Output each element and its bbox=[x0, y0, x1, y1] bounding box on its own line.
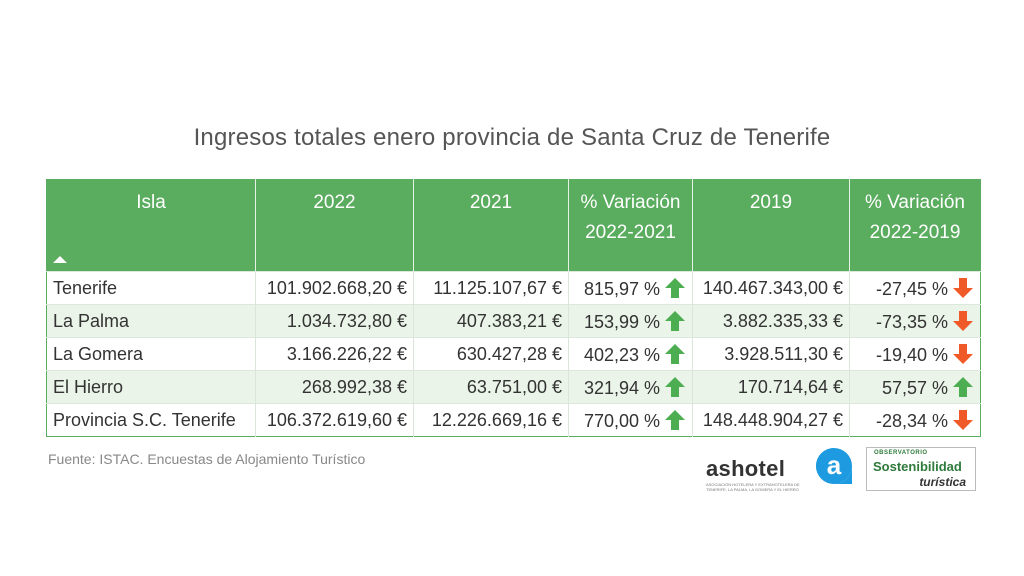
table-row: Provincia S.C. Tenerife 106.372.619,60 €1… bbox=[46, 403, 981, 437]
arrow-down-icon bbox=[953, 409, 973, 430]
cell-2019: 140.467.343,00 € bbox=[692, 271, 850, 305]
cell-2021: 407.383,21 € bbox=[413, 304, 569, 338]
cell-2022: 3.166.226,22 € bbox=[255, 337, 414, 371]
cell-isla: La Gomera bbox=[46, 337, 256, 371]
arrow-down-icon bbox=[953, 343, 973, 364]
arrow-up-icon bbox=[665, 376, 685, 397]
observatorio-label: OBSERVATORIO bbox=[874, 450, 928, 456]
arrow-down-icon bbox=[953, 310, 973, 331]
ashotel-subtitle: ASOCIACIÓN HOTELERA Y EXTRAHOTELERA DE T… bbox=[706, 482, 800, 492]
cell-variacion-2022-2019: -73,35 % bbox=[849, 304, 981, 338]
cell-variacion-2022-2021: 770,00 % bbox=[568, 403, 693, 437]
cell-2022: 1.034.732,80 € bbox=[255, 304, 414, 338]
ashotel-mark-icon: a bbox=[816, 448, 852, 484]
cell-variacion-2022-2019: -28,34 % bbox=[849, 403, 981, 437]
svg-text:a: a bbox=[827, 450, 842, 480]
column-header-variacion-2022-2019[interactable]: % Variación 2022-2019 bbox=[849, 179, 981, 272]
page-title: Ingresos totales enero provincia de Sant… bbox=[193, 124, 831, 151]
sort-ascending-icon[interactable] bbox=[53, 256, 67, 263]
column-header-variacion-2022-2021[interactable]: % Variación 2022-2021 bbox=[568, 179, 693, 272]
arrow-down-icon bbox=[953, 277, 973, 298]
cell-isla: Tenerife bbox=[46, 271, 256, 305]
cell-2019: 148.448.904,27 € bbox=[692, 403, 850, 437]
source-note: Fuente: ISTAC. Encuestas de Alojamiento … bbox=[48, 451, 366, 467]
arrow-up-icon bbox=[665, 409, 685, 430]
cell-variacion-2022-2021: 815,97 % bbox=[568, 271, 693, 305]
cell-variacion-2022-2019: 57,57 % bbox=[849, 370, 981, 404]
cell-2019: 170.714,64 € bbox=[692, 370, 850, 404]
cell-variacion-2022-2021: 402,23 % bbox=[568, 337, 693, 371]
column-header-2019[interactable]: 2019 bbox=[692, 179, 850, 272]
cell-isla: Provincia S.C. Tenerife bbox=[46, 403, 256, 437]
table-row: Tenerife 101.902.668,20 €11.125.107,67 €8… bbox=[46, 271, 981, 305]
observatorio-logo: OBSERVATORIO Sostenibilidad turística bbox=[866, 447, 976, 491]
turistica-label: turística bbox=[919, 475, 966, 489]
cell-variacion-2022-2021: 321,94 % bbox=[568, 370, 693, 404]
ashotel-wordmark: ashotel bbox=[706, 456, 786, 481]
income-table: Isla 2022 2021 % Variación 2022-2021 201… bbox=[46, 179, 981, 437]
cell-variacion-2022-2019: -27,45 % bbox=[849, 271, 981, 305]
cell-2022: 101.902.668,20 € bbox=[255, 271, 414, 305]
column-header-2021[interactable]: 2021 bbox=[413, 179, 569, 272]
ashotel-logo: ashotel a ASOCIACIÓN HOTELERA Y EXTRAHOT… bbox=[706, 446, 852, 496]
column-header-2022[interactable]: 2022 bbox=[255, 179, 414, 272]
table-row: El Hierro 268.992,38 €63.751,00 €321,94 %… bbox=[46, 370, 981, 404]
cell-2021: 12.226.669,16 € bbox=[413, 403, 569, 437]
cell-isla: El Hierro bbox=[46, 370, 256, 404]
cell-2022: 268.992,38 € bbox=[255, 370, 414, 404]
table-header-row: Isla 2022 2021 % Variación 2022-2021 201… bbox=[46, 179, 981, 272]
cell-variacion-2022-2019: -19,40 % bbox=[849, 337, 981, 371]
arrow-up-icon bbox=[953, 376, 973, 397]
sostenibilidad-label: Sostenibilidad bbox=[873, 459, 962, 474]
cell-variacion-2022-2021: 153,99 % bbox=[568, 304, 693, 338]
arrow-up-icon bbox=[665, 343, 685, 364]
table-row: La Gomera 3.166.226,22 €630.427,28 €402,2… bbox=[46, 337, 981, 371]
cell-2019: 3.882.335,33 € bbox=[692, 304, 850, 338]
cell-2021: 63.751,00 € bbox=[413, 370, 569, 404]
cell-2021: 11.125.107,67 € bbox=[413, 271, 569, 305]
table-row: La Palma 1.034.732,80 €407.383,21 €153,99… bbox=[46, 304, 981, 338]
cell-2019: 3.928.511,30 € bbox=[692, 337, 850, 371]
cell-2022: 106.372.619,60 € bbox=[255, 403, 414, 437]
cell-2021: 630.427,28 € bbox=[413, 337, 569, 371]
column-header-isla[interactable]: Isla bbox=[46, 179, 256, 272]
arrow-up-icon bbox=[665, 277, 685, 298]
cell-isla: La Palma bbox=[46, 304, 256, 338]
arrow-up-icon bbox=[665, 310, 685, 331]
